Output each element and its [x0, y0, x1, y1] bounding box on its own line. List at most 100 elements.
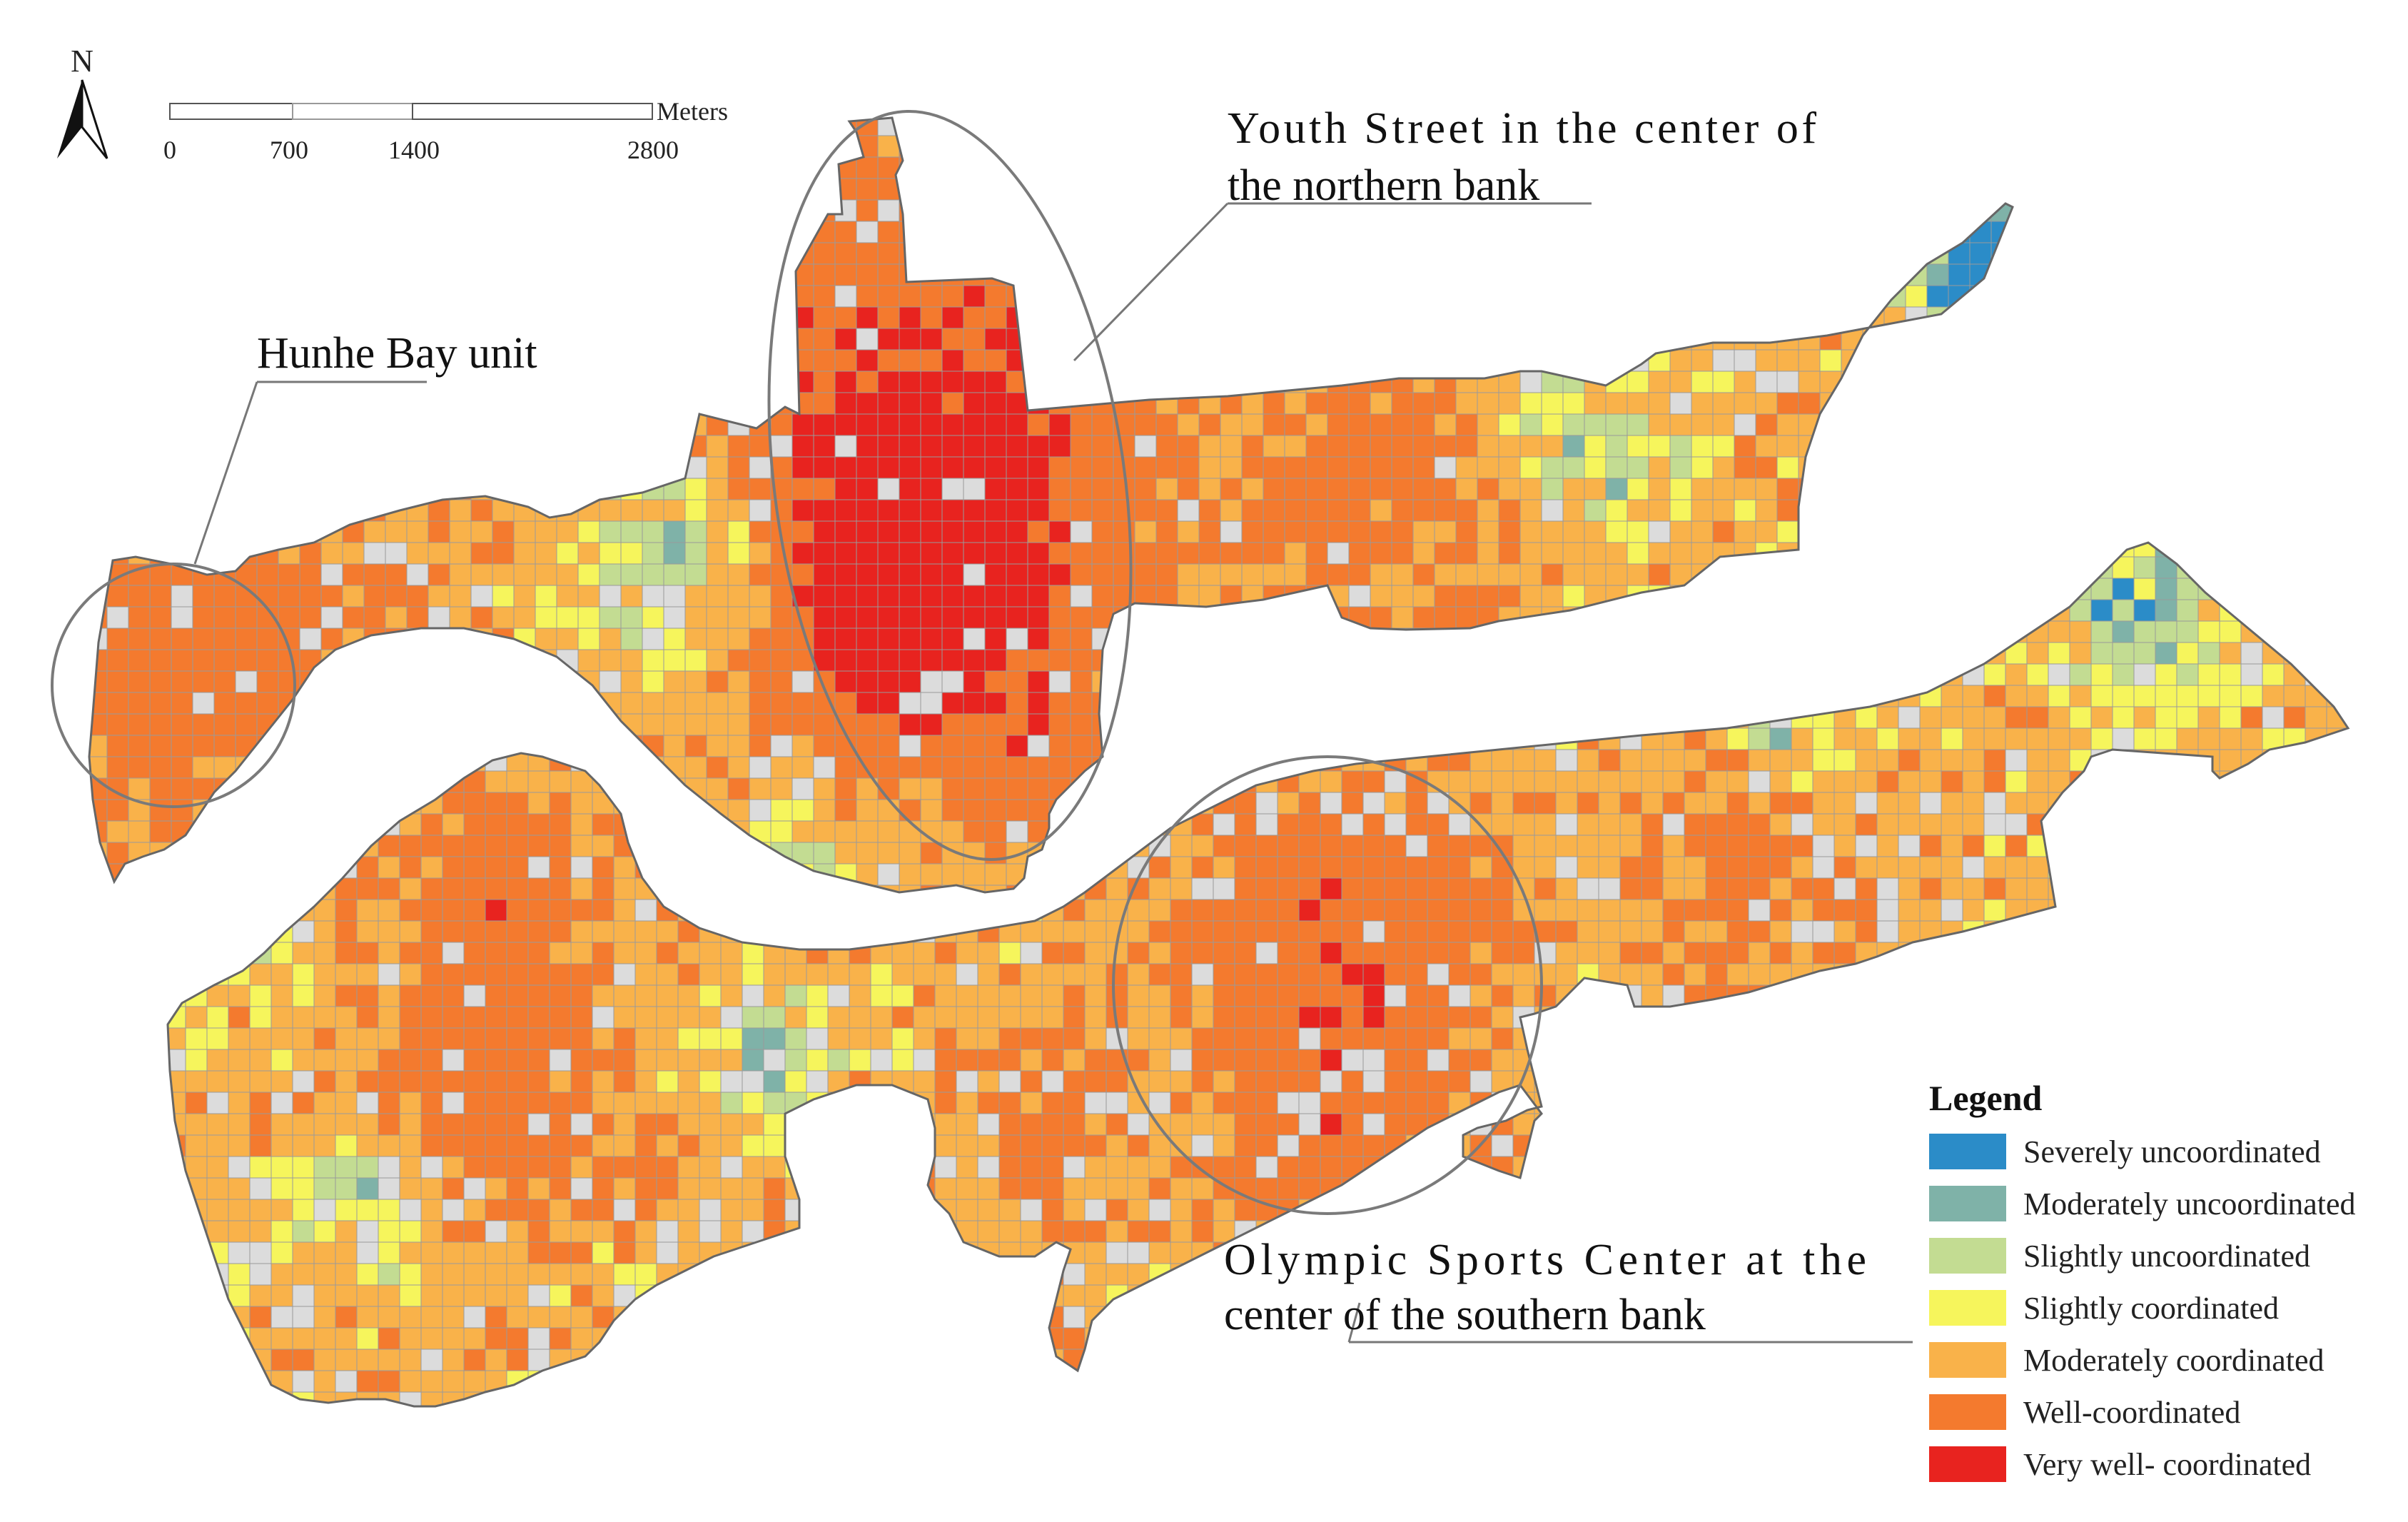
- grid-cell: [1348, 413, 1371, 436]
- grid-cell: [1669, 178, 1692, 201]
- grid-cell: [1755, 456, 1778, 479]
- grid-cell: [1191, 856, 1214, 879]
- grid-cell: [1584, 242, 1607, 265]
- grid-cell: [1769, 770, 1792, 793]
- grid-cell: [1662, 770, 1685, 793]
- grid-cell: [320, 199, 343, 222]
- grid-cell: [834, 820, 857, 843]
- grid-cell: [834, 199, 857, 222]
- grid-cell: [813, 585, 836, 608]
- grid-cell: [1619, 685, 1642, 707]
- grid-cell: [1412, 478, 1435, 500]
- grid-cell: [642, 777, 664, 800]
- grid-cell: [1455, 349, 1478, 372]
- grid-cell: [1669, 263, 1692, 286]
- grid-cell: [1134, 178, 1157, 201]
- grid-cell: [320, 842, 343, 865]
- grid-cell: [920, 156, 943, 179]
- grid-cell: [1070, 199, 1093, 222]
- grid-cell: [2155, 578, 2177, 600]
- grid-cell: [1477, 542, 1499, 565]
- grid-cell: [1798, 285, 1821, 308]
- grid-cell: [577, 435, 600, 458]
- grid-cell: [2090, 543, 2113, 558]
- grid-cell: [1983, 685, 2006, 707]
- grid-cell: [1669, 520, 1692, 543]
- grid-cell: [2219, 770, 2242, 793]
- grid-cell: [556, 692, 579, 715]
- grid-cell: [1155, 178, 1178, 201]
- grid-cell: [1734, 221, 1756, 243]
- grid-cell: [577, 306, 600, 329]
- grid-cell: [1819, 263, 1842, 286]
- grid-cell: [706, 842, 729, 865]
- grid-cell: [1134, 199, 1157, 222]
- grid-cell: [1898, 543, 1921, 558]
- grid-cell: [1220, 628, 1243, 650]
- grid-cell: [1798, 520, 1821, 543]
- grid-cell: [470, 713, 493, 736]
- grid-cell: [2005, 813, 2028, 836]
- grid-cell: [2176, 620, 2199, 643]
- grid-cell: [1006, 756, 1028, 779]
- grid-cell: [1841, 199, 1863, 222]
- grid-cell: [1905, 456, 1928, 479]
- grid-cell: [128, 371, 151, 393]
- grid-cell: [599, 199, 622, 222]
- grid-cell: [420, 706, 443, 729]
- grid-cell: [1769, 663, 1792, 686]
- grid-cell: [1598, 749, 1621, 772]
- grid-cell: [313, 770, 336, 793]
- grid-cell: [299, 478, 322, 500]
- grid-cell: [1605, 285, 1628, 308]
- grid-cell: [292, 792, 315, 815]
- grid-cell: [1691, 306, 1714, 329]
- grid-cell: [1298, 620, 1321, 643]
- grid-cell: [963, 242, 986, 265]
- grid-cell: [856, 456, 879, 479]
- grid-cell: [1048, 199, 1071, 222]
- grid-cell: [1277, 792, 1300, 815]
- grid-cell: [1855, 835, 1878, 857]
- grid-cell: [1791, 749, 1813, 772]
- grid-cell: [320, 777, 343, 800]
- grid-cell: [1384, 685, 1407, 707]
- grid-cell: [235, 885, 258, 892]
- grid-cell: [899, 413, 921, 436]
- grid-cell: [463, 642, 486, 665]
- grid-cell: [1841, 542, 1863, 565]
- grid-cell: [299, 842, 322, 865]
- grid-cell: [1241, 263, 1264, 286]
- grid-cell: [706, 156, 729, 179]
- grid-cell: [834, 456, 857, 479]
- grid-cell: [1091, 413, 1114, 436]
- grid-cell: [1584, 285, 1607, 308]
- grid-cell: [2133, 813, 2156, 836]
- grid-cell: [577, 156, 600, 179]
- grid-cell: [963, 713, 986, 736]
- grid-cell: [1969, 435, 1992, 458]
- grid-cell: [2048, 543, 2070, 558]
- grid-cell: [1905, 178, 1928, 201]
- grid-cell: [1498, 242, 1521, 265]
- grid-cell: [363, 135, 386, 158]
- grid-cell: [2347, 749, 2348, 772]
- grid-cell: [363, 692, 386, 715]
- grid-cell: [2005, 556, 2028, 579]
- grid-cell: [1598, 685, 1621, 707]
- grid-cell: [984, 306, 1007, 329]
- grid-cell: [1241, 371, 1264, 393]
- grid-cell: [834, 606, 857, 629]
- grid-cell: [1412, 349, 1435, 372]
- grid-cell: [613, 749, 636, 772]
- grid-cell: [1284, 242, 1307, 265]
- grid-cell: [1734, 242, 1756, 265]
- grid-cell: [2012, 135, 2013, 158]
- grid-cell: [813, 606, 836, 629]
- grid-cell: [684, 692, 707, 715]
- grid-cell: [2326, 663, 2348, 686]
- grid-cell: [791, 499, 814, 522]
- grid-cell: [984, 242, 1007, 265]
- grid-cell: [556, 499, 579, 522]
- grid-cell: [1155, 735, 1178, 757]
